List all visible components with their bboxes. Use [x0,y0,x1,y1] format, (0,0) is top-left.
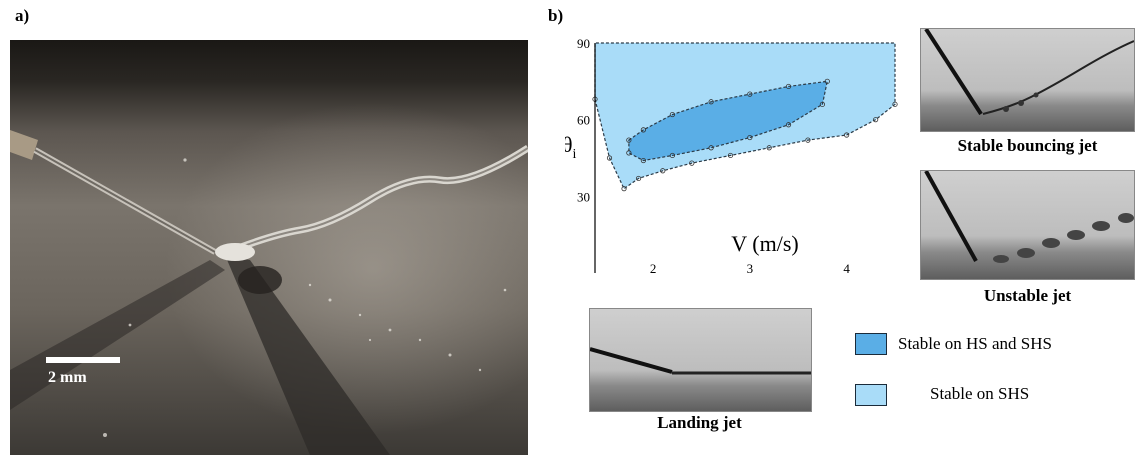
y-tick-label: 60 [577,113,590,128]
boundary-point [640,127,646,133]
jet-bouncing-photo [10,40,528,455]
stability-diagram: 30 60 90 2 3 4 V (m/s) θi [565,36,898,276]
boundary-point [708,99,714,105]
region-stable-hs-shs [628,80,829,162]
boundary-point [626,150,632,156]
y-tick-label: 90 [577,36,590,51]
boundary-point [621,186,627,192]
legend-swatch-shs [855,384,887,406]
unstable-jet-caption: Unstable jet [983,286,1072,305]
boundary-point [747,134,753,141]
boundary-point [669,152,676,159]
boundary-point [892,101,898,107]
boundary-point [785,122,792,128]
boundary-point [824,78,830,84]
panel-b-label: b) [548,6,564,25]
x-tick-label: 3 [747,261,754,276]
landing-jet-image [589,308,812,412]
stable-bouncing-jet-image [920,28,1135,132]
y-tick-label: 30 [577,189,590,204]
x-axis-label: V (m/s) [731,231,798,256]
panel-a-label: a) [15,6,30,25]
legend-label-hs-shs: Stable on HS and SHS [898,334,1052,353]
boundary-point [844,132,850,138]
scale-bar [46,357,120,363]
x-tick-label: 4 [843,261,850,276]
boundary-point [785,83,792,90]
y-axis-label: θi [565,132,577,162]
boundary-point [669,111,676,118]
legend-swatch-hs-shs [855,333,887,355]
boundary-point [766,145,772,151]
boundary-point [708,145,714,151]
boundary-point [819,101,826,107]
boundary-point [689,160,695,166]
panel-a-photo [10,40,528,455]
boundary-point [626,137,632,143]
legend-label-shs: Stable on SHS [930,384,1030,403]
boundary-point [606,155,613,161]
boundary-point [747,91,753,97]
boundary-point [873,117,879,123]
boundary-point [640,157,646,164]
landing-jet-caption: Landing jet [657,413,742,432]
unstable-jet-image [920,170,1135,280]
boundary-point [660,168,666,174]
boundary-point [727,152,734,159]
x-tick-label: 2 [650,261,657,276]
boundary-point [805,137,811,143]
boundary-point [635,175,642,182]
scale-bar-label: 2 mm [48,369,87,386]
stable-bouncing-jet-caption: Stable bouncing jet [957,136,1098,155]
